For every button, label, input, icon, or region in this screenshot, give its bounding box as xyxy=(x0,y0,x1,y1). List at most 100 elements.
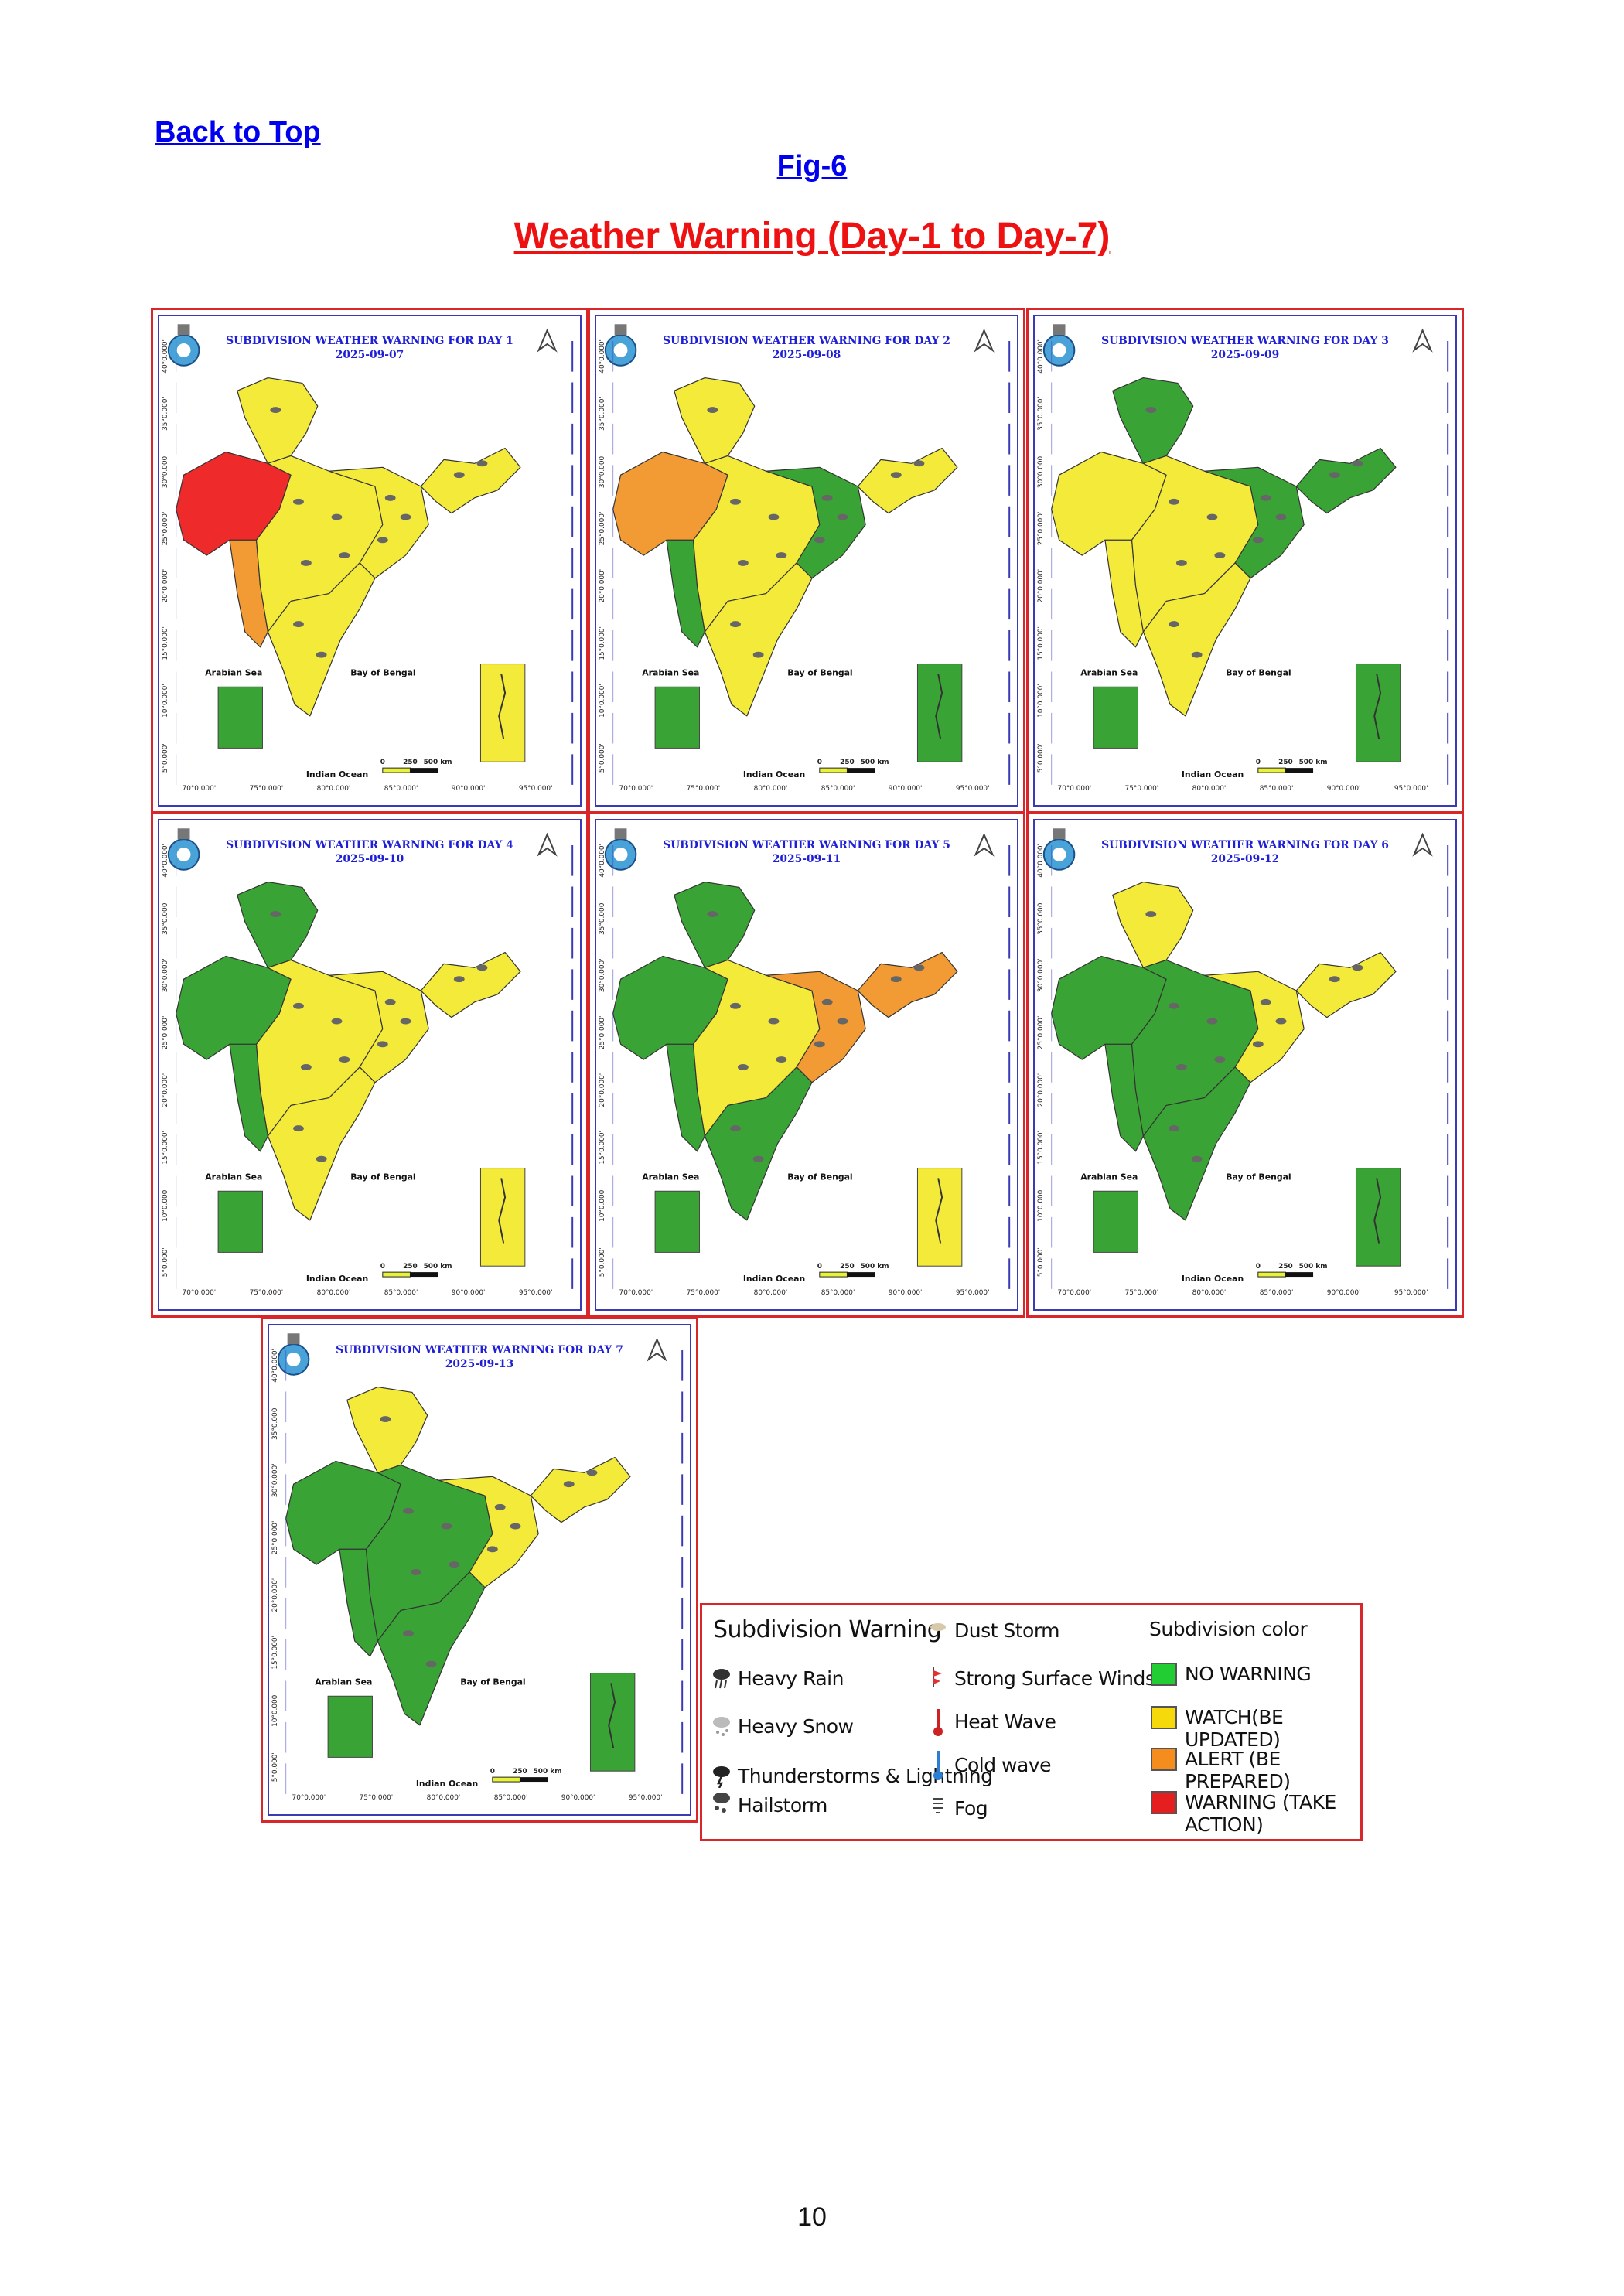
india-map-day-2: SUBDIVISION WEATHER WARNING FOR DAY 2 202… xyxy=(599,324,1011,793)
latitude-tick: 35°0.000' xyxy=(162,397,169,431)
north-arrow-icon xyxy=(647,1337,667,1362)
longitude-tick: 85°0.000' xyxy=(821,785,855,793)
latitude-tick: 40°0.000' xyxy=(599,339,606,374)
lakshadweep-inset xyxy=(217,686,263,749)
latitude-tick: 40°0.000' xyxy=(271,1349,279,1383)
longitude-tick: 75°0.000' xyxy=(687,785,721,793)
svg-text:500 km: 500 km xyxy=(1299,1263,1328,1271)
latitude-tick: 30°0.000' xyxy=(1037,958,1045,992)
latitude-tick: 20°0.000' xyxy=(271,1578,279,1612)
latitude-tick: 30°0.000' xyxy=(162,454,169,488)
svg-text:500 km: 500 km xyxy=(424,1263,452,1271)
legend-watch: WATCH(BE UPDATED) xyxy=(1185,1706,1284,1751)
heavy-snow-icon xyxy=(713,1717,730,1736)
longitude-tick: 95°0.000' xyxy=(519,1289,553,1297)
imd-emblem-icon xyxy=(167,828,200,871)
imd-emblem-icon xyxy=(277,1333,310,1376)
legend-fog: Fog xyxy=(954,1797,988,1820)
bay-of-bengal-label: Bay of Bengal xyxy=(787,1172,852,1182)
map-title: SUBDIVISION WEATHER WARNING FOR DAY 5 xyxy=(663,839,950,851)
latitude-tick: 5°0.000' xyxy=(271,1752,279,1782)
svg-text:0: 0 xyxy=(817,759,822,766)
longitude-tick: 90°0.000' xyxy=(561,1794,595,1802)
latitude-tick: 20°0.000' xyxy=(1037,1073,1045,1107)
indian-ocean-label: Indian Ocean xyxy=(1182,1274,1244,1284)
cold-wave-icon xyxy=(933,1751,943,1780)
longitude-tick: 95°0.000' xyxy=(519,785,553,793)
latitude-tick: 40°0.000' xyxy=(1037,844,1045,878)
region-south xyxy=(267,1066,376,1221)
longitude-tick: 90°0.000' xyxy=(452,1289,486,1297)
latitude-tick: 35°0.000' xyxy=(599,397,606,431)
map-title: SUBDIVISION WEATHER WARNING FOR DAY 1 xyxy=(226,335,513,347)
lakshadweep-inset xyxy=(654,686,700,749)
swatch-watch xyxy=(1151,1706,1177,1729)
latitude-tick: 5°0.000' xyxy=(1037,1247,1045,1277)
region-south xyxy=(377,1571,486,1726)
region-northeast xyxy=(857,447,958,514)
svg-text:500 km: 500 km xyxy=(861,1263,889,1271)
lakshadweep-inset xyxy=(327,1695,373,1758)
latitude-tick: 30°0.000' xyxy=(271,1463,279,1497)
india-map-day-6: SUBDIVISION WEATHER WARNING FOR DAY 6 202… xyxy=(1037,828,1449,1297)
back-to-top-link[interactable]: Back to Top xyxy=(155,116,321,148)
region-east xyxy=(1203,466,1305,579)
region-east xyxy=(765,971,866,1083)
legend-warning-heading: Subdivision Warning xyxy=(713,1616,942,1643)
longitude-tick: 95°0.000' xyxy=(956,1289,990,1297)
latitude-tick: 10°0.000' xyxy=(599,1188,606,1222)
longitude-tick: 70°0.000' xyxy=(619,785,653,793)
longitude-tick: 80°0.000' xyxy=(1192,785,1227,793)
latitude-tick: 15°0.000' xyxy=(599,626,606,660)
legend-alert: ALERT (BE PREPARED) xyxy=(1185,1748,1291,1793)
bay-of-bengal-label: Bay of Bengal xyxy=(460,1677,525,1687)
map-frame xyxy=(158,315,582,807)
svg-text:0: 0 xyxy=(380,1263,385,1271)
longitude-tick: 90°0.000' xyxy=(1327,785,1361,793)
region-north xyxy=(346,1386,428,1473)
arabian-sea-label: Arabian Sea xyxy=(1080,667,1138,677)
region-northeast xyxy=(420,447,521,514)
figure-label: Fig-6 xyxy=(776,150,848,183)
latitude-tick: 40°0.000' xyxy=(1037,339,1045,374)
longitude-tick: 70°0.000' xyxy=(1058,785,1092,793)
longitude-tick: 90°0.000' xyxy=(889,1289,923,1297)
longitude-tick: 85°0.000' xyxy=(821,1289,855,1297)
latitude-tick: 15°0.000' xyxy=(1037,1131,1045,1165)
lakshadweep-inset xyxy=(1093,1190,1138,1253)
latitude-tick: 35°0.000' xyxy=(271,1406,279,1440)
legend-hailstorm: Hailstorm xyxy=(738,1794,827,1817)
bay-of-bengal-label: Bay of Bengal xyxy=(1226,667,1291,677)
latitude-tick: 10°0.000' xyxy=(599,684,606,718)
region-northeast xyxy=(1295,951,1397,1018)
figure-title: Weather Warning (Day-1 to Day-7) xyxy=(513,216,1111,257)
longitude-tick: 95°0.000' xyxy=(956,785,990,793)
latitude-tick: 15°0.000' xyxy=(271,1636,279,1670)
map-title: SUBDIVISION WEATHER WARNING FOR DAY 4 xyxy=(226,839,513,851)
latitude-tick: 35°0.000' xyxy=(1037,397,1045,431)
arabian-sea-label: Arabian Sea xyxy=(1080,1172,1138,1182)
arabian-sea-label: Arabian Sea xyxy=(315,1677,372,1687)
longitude-tick: 80°0.000' xyxy=(754,785,788,793)
fog-icon xyxy=(933,1798,943,1813)
indian-ocean-label: Indian Ocean xyxy=(416,1779,478,1789)
north-arrow-icon xyxy=(1412,328,1433,353)
indian-ocean-label: Indian Ocean xyxy=(743,769,805,780)
latitude-tick: 30°0.000' xyxy=(1037,454,1045,488)
bay-of-bengal-label: Bay of Bengal xyxy=(787,667,852,677)
region-north xyxy=(674,881,756,968)
latitude-tick: 30°0.000' xyxy=(599,454,606,488)
map-title: SUBDIVISION WEATHER WARNING FOR DAY 3 xyxy=(1101,335,1389,347)
latitude-tick: 10°0.000' xyxy=(1037,1188,1045,1222)
map-date: 2025-09-11 xyxy=(773,853,841,865)
hailstorm-icon xyxy=(713,1793,730,1813)
svg-text:0: 0 xyxy=(490,1768,495,1776)
svg-text:500 km: 500 km xyxy=(424,759,452,766)
thunderstorm-icon xyxy=(713,1766,730,1788)
map-frame xyxy=(1033,819,1457,1311)
bay-of-bengal-label: Bay of Bengal xyxy=(350,1172,415,1182)
latitude-tick: 10°0.000' xyxy=(162,1188,169,1222)
map-date: 2025-09-08 xyxy=(773,349,841,361)
bay-of-bengal-label: Bay of Bengal xyxy=(350,667,415,677)
heat-wave-icon xyxy=(933,1709,943,1736)
